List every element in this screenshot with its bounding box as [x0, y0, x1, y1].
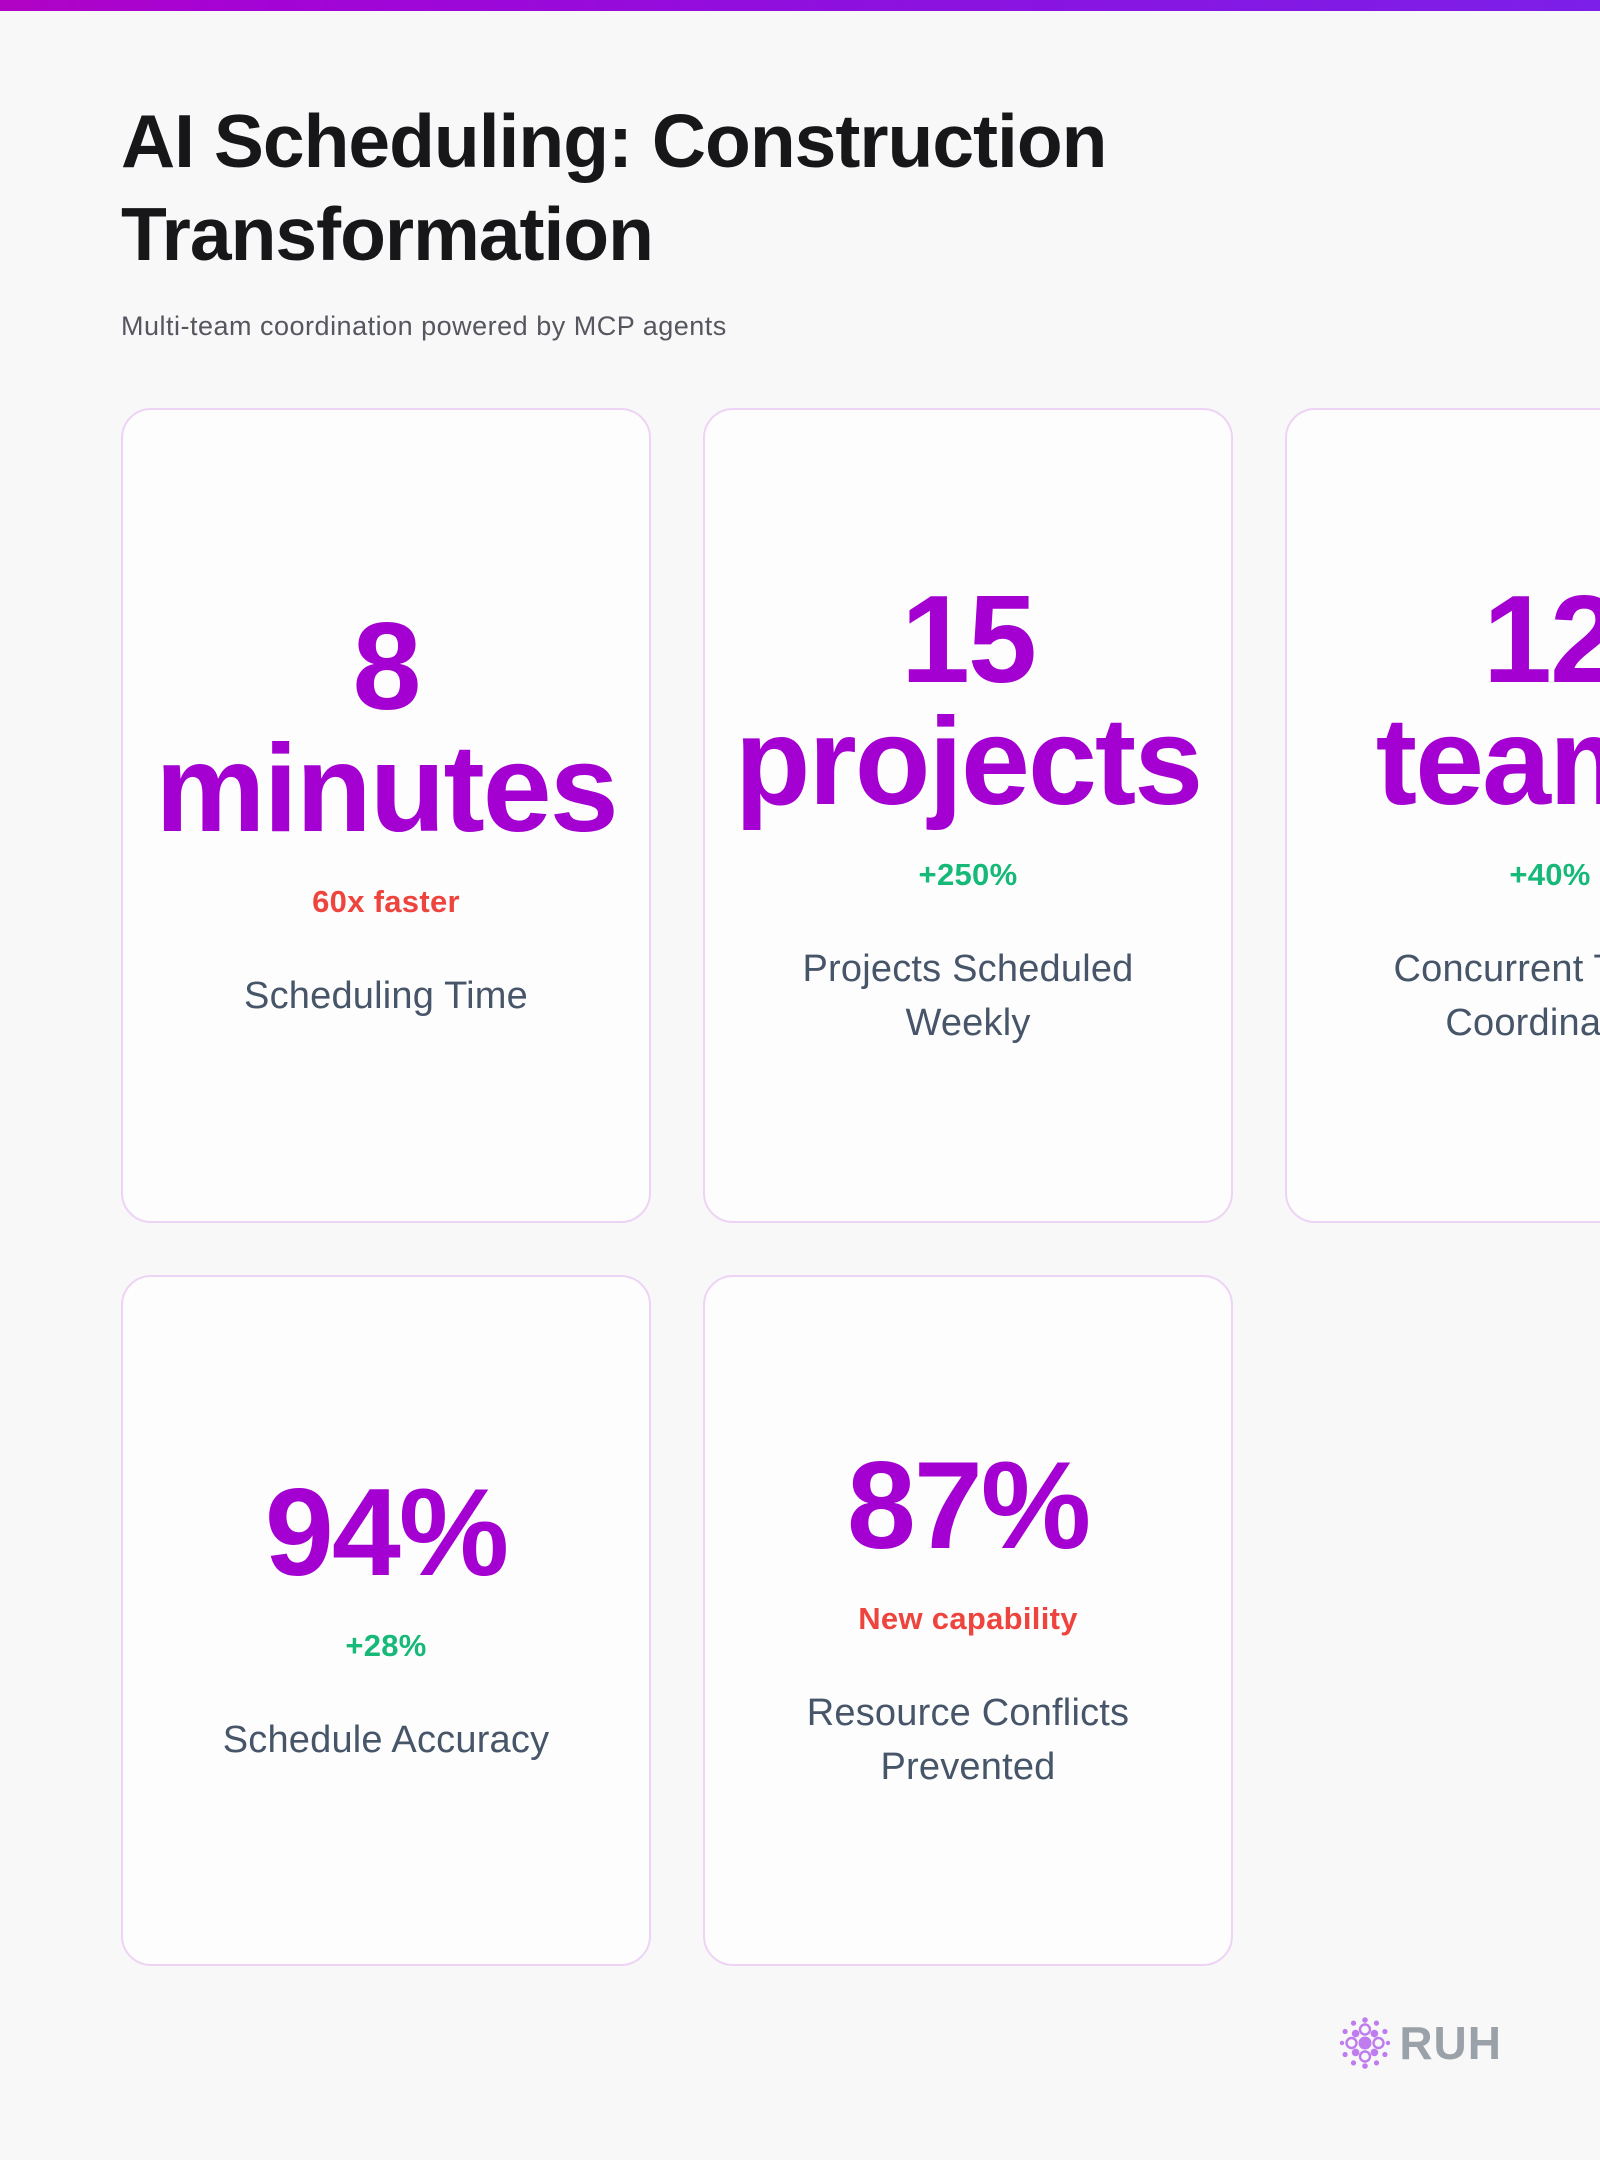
- metric-value: 8 minutes: [155, 598, 618, 858]
- metric-value: 12 teams: [1375, 571, 1600, 831]
- metric-value: 87%: [846, 1436, 1091, 1575]
- metric-card-concurrent-teams-coordinated: 12 teams +40% Concurrent Teams Coordinat…: [1285, 408, 1600, 1223]
- metric-value: 94%: [264, 1463, 509, 1602]
- metric-change: New capability: [858, 1601, 1078, 1637]
- metric-card-projects-scheduled-weekly: 15 projects +250% Projects Scheduled Wee…: [703, 408, 1233, 1223]
- brand-name: RUH: [1399, 2017, 1502, 2069]
- metrics-row-1: 8 minutes 60x faster Scheduling Time 15 …: [121, 408, 1600, 1223]
- page-title: AI Scheduling: Construction Transformati…: [121, 99, 1107, 276]
- main-content: AI Scheduling: Construction Transformati…: [121, 95, 1600, 1966]
- metric-change: 60x faster: [312, 884, 460, 920]
- brand-logo: RUH: [1338, 2016, 1502, 2070]
- metric-card-schedule-accuracy: 94% +28% Schedule Accuracy: [121, 1275, 651, 1966]
- metrics-row-2: 94% +28% Schedule Accuracy 87% New capab…: [121, 1275, 1600, 1966]
- metric-label: Resource Conflicts Prevented: [806, 1692, 1130, 1789]
- metric-label: Schedule Accuracy: [222, 1719, 550, 1762]
- metric-change: +28%: [345, 1628, 427, 1664]
- metric-change: +250%: [918, 857, 1018, 893]
- page-subtitle: Multi-team coordination powered by MCP a…: [121, 311, 727, 341]
- ruh-logo-icon: [1340, 2017, 1391, 2069]
- metric-value: 15 projects: [734, 571, 1203, 831]
- metric-label: Scheduling Time: [244, 975, 528, 1018]
- metric-card-resource-conflicts-prevented: 87% New capability Resource Conflicts Pr…: [703, 1275, 1233, 1966]
- top-accent-bar: [0, 0, 1600, 11]
- metric-change: +40%: [1509, 857, 1591, 893]
- metric-label: Projects Scheduled Weekly: [802, 948, 1134, 1045]
- metric-card-scheduling-time: 8 minutes 60x faster Scheduling Time: [121, 408, 651, 1223]
- metric-label: Concurrent Teams Coordinated: [1393, 948, 1600, 1045]
